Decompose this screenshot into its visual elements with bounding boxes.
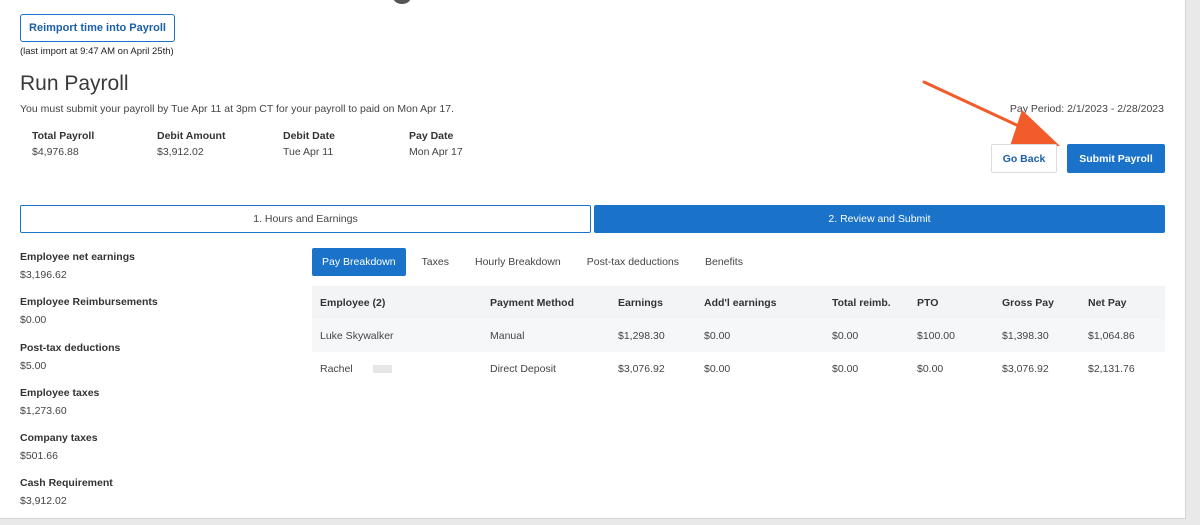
- gross-pay-cell: $1,398.30: [1002, 329, 1049, 342]
- addl-earnings-cell: $0.00: [704, 329, 731, 342]
- net-pay-cell: $2,131.76: [1088, 362, 1135, 375]
- column-header[interactable]: Add'l earnings: [704, 296, 777, 309]
- sidebar-value: $0.00: [20, 314, 47, 326]
- tab-pay-breakdown[interactable]: Pay Breakdown: [312, 248, 406, 276]
- sidebar-label: Cash Requirement: [20, 477, 113, 489]
- employee-name-wrap: Rachel: [320, 363, 392, 375]
- breakdown-tabs: Pay Breakdown Taxes Hourly Breakdown Pos…: [312, 248, 759, 276]
- sidebar-label: Employee net earnings: [20, 251, 135, 263]
- sidebar-value: $5.00: [20, 360, 47, 372]
- sidebar-value: $501.66: [20, 450, 58, 462]
- cursor-shape: [393, 0, 411, 4]
- summary-label: Pay Date: [409, 130, 454, 142]
- payroll-page: Reimport time into Payroll (last import …: [0, 0, 1186, 519]
- table-header-row: Employee (2) Payment Method Earnings Add…: [312, 286, 1165, 319]
- summary-label: Debit Date: [283, 130, 335, 142]
- addl-earnings-cell: $0.00: [704, 362, 731, 375]
- sidebar-employee-taxes: Employee taxes $1,273.60: [20, 387, 99, 417]
- sidebar-value: $3,912.02: [20, 495, 67, 507]
- tab-benefits[interactable]: Benefits: [705, 256, 743, 268]
- reimport-button[interactable]: Reimport time into Payroll: [20, 14, 175, 42]
- employee-name: Rachel: [320, 362, 353, 375]
- column-header[interactable]: Gross Pay: [1002, 296, 1054, 309]
- summary-value: Tue Apr 11: [283, 146, 334, 158]
- summary-total-payroll: Total Payroll $4,976.88: [32, 130, 94, 158]
- step-review-and-submit[interactable]: 2. Review and Submit: [594, 205, 1165, 233]
- pto-cell: $0.00: [917, 362, 944, 375]
- sidebar-label: Employee Reimbursements: [20, 296, 158, 308]
- column-header[interactable]: Payment Method: [490, 296, 575, 309]
- table-row[interactable]: Luke Skywalker Manual $1,298.30 $0.00 $0…: [312, 319, 1165, 352]
- sidebar-employee-reimbursements: Employee Reimbursements $0.00: [20, 296, 158, 326]
- sidebar-label: Employee taxes: [20, 387, 100, 399]
- total-reimb-cell: $0.00: [832, 362, 859, 375]
- payment-method: Direct Deposit: [490, 362, 556, 375]
- summary-pay-date: Pay Date Mon Apr 17: [409, 130, 463, 158]
- summary-debit-date: Debit Date Tue Apr 11: [283, 130, 335, 158]
- summary-debit-amount: Debit Amount $3,912.02: [157, 130, 225, 158]
- go-back-button[interactable]: Go Back: [991, 144, 1057, 173]
- summary-label: Debit Amount: [157, 130, 226, 142]
- column-header[interactable]: Net Pay: [1088, 296, 1127, 309]
- net-pay-cell: $1,064.86: [1088, 329, 1135, 342]
- column-header[interactable]: PTO: [917, 296, 939, 309]
- tab-post-tax-deductions[interactable]: Post-tax deductions: [586, 256, 679, 268]
- sidebar-label: Company taxes: [20, 432, 98, 444]
- last-import-note: (last import at 9:47 AM on April 25th): [20, 46, 174, 57]
- column-header[interactable]: Employee (2): [320, 296, 386, 309]
- sidebar-label: Post-tax deductions: [20, 342, 121, 354]
- gross-pay-cell: $3,076.92: [1002, 362, 1049, 375]
- sidebar-post-tax-deductions: Post-tax deductions $5.00: [20, 342, 120, 372]
- total-reimb-cell: $0.00: [832, 329, 859, 342]
- sidebar-value: $1,273.60: [20, 405, 67, 417]
- payment-method: Manual: [490, 329, 525, 342]
- pointer-arrow-icon: [922, 80, 1060, 146]
- sidebar-cash-requirement: Cash Requirement $3,912.02: [20, 477, 113, 507]
- sidebar-company-taxes: Company taxes $501.66: [20, 432, 98, 462]
- table-row[interactable]: Rachel Direct Deposit $3,076.92 $0.00 $0…: [312, 352, 1165, 385]
- summary-value: Mon Apr 17: [409, 146, 463, 158]
- submit-payroll-button[interactable]: Submit Payroll: [1067, 144, 1165, 173]
- summary-label: Total Payroll: [32, 130, 95, 142]
- pay-breakdown-table: Employee (2) Payment Method Earnings Add…: [312, 286, 1165, 385]
- pay-period: Pay Period: 2/1/2023 - 2/28/2023: [1009, 103, 1164, 115]
- column-header[interactable]: Total reimb.: [832, 296, 891, 309]
- tab-taxes[interactable]: Taxes: [421, 256, 449, 268]
- sidebar-value: $3,196.62: [20, 269, 67, 281]
- deadline-text: You must submit your payroll by Tue Apr …: [20, 103, 455, 115]
- redacted-surname: [372, 364, 392, 373]
- earnings-cell: $1,298.30: [618, 329, 665, 342]
- column-header[interactable]: Earnings: [618, 296, 663, 309]
- sidebar-employee-net-earnings: Employee net earnings $3,196.62: [20, 251, 135, 281]
- earnings-cell: $3,076.92: [618, 362, 665, 375]
- tab-hourly-breakdown[interactable]: Hourly Breakdown: [474, 256, 561, 268]
- summary-value: $3,912.02: [157, 146, 204, 158]
- page-title: Run Payroll: [20, 72, 129, 95]
- employee-name: Luke Skywalker: [320, 329, 394, 342]
- summary-value: $4,976.88: [32, 146, 79, 158]
- step-hours-and-earnings[interactable]: 1. Hours and Earnings: [20, 205, 591, 233]
- pto-cell: $100.00: [917, 329, 955, 342]
